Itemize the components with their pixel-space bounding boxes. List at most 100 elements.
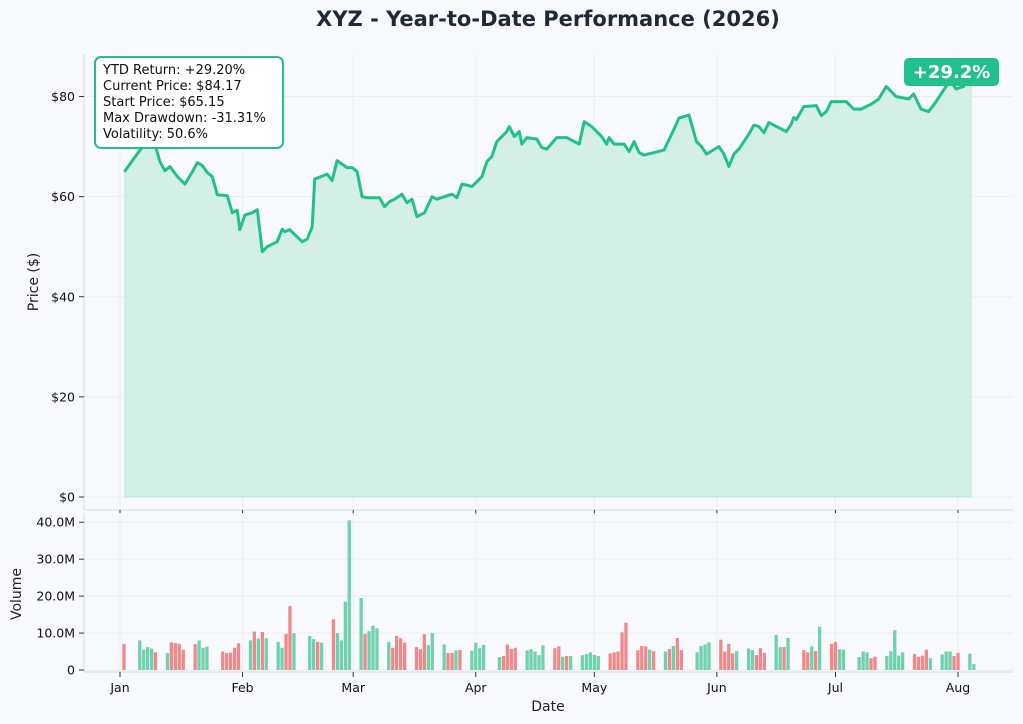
- volume-bar: [442, 644, 446, 670]
- volume-bar: [928, 658, 932, 670]
- volume-x-tick-label: Apr: [465, 680, 487, 695]
- volume-bar: [754, 655, 759, 670]
- volume-bar: [177, 643, 181, 670]
- volume-bar: [367, 631, 371, 670]
- volume-bar: [288, 606, 292, 670]
- stats-box: YTD Return: +29.20% Current Price: $84.1…: [94, 56, 284, 149]
- volume-bar: [861, 651, 865, 670]
- volume-bar: [924, 649, 928, 670]
- volume-bar: [399, 638, 403, 670]
- price-y-tick-label: $80: [51, 89, 75, 104]
- volume-bar: [644, 646, 648, 670]
- volume-bar: [865, 652, 869, 670]
- volume-bar: [205, 646, 209, 670]
- volume-bar: [829, 643, 834, 670]
- volume-bar: [343, 601, 347, 670]
- volume-bar: [458, 650, 462, 670]
- volume-bar: [316, 641, 320, 670]
- volume-bar: [588, 652, 592, 670]
- volume-bar: [529, 649, 533, 670]
- volume-bar: [723, 651, 727, 670]
- volume-bar: [541, 645, 545, 670]
- volume-x-tick-label: Mar: [341, 680, 365, 695]
- volume-bar: [841, 649, 845, 670]
- volume-grid: [84, 513, 1013, 672]
- volume-bar: [912, 654, 917, 670]
- volume-bar: [276, 641, 280, 670]
- volume-bar: [122, 644, 126, 670]
- volume-bar: [774, 634, 778, 670]
- volume-bar: [557, 646, 561, 670]
- volume-bar: [537, 655, 541, 670]
- volume-bar: [450, 653, 454, 670]
- volume-bar: [454, 650, 458, 670]
- volume-y-tick-label: 10.0M: [36, 626, 75, 641]
- volume-bar: [197, 640, 201, 670]
- price-y-tick-label: $20: [51, 389, 75, 404]
- volume-bar: [418, 649, 423, 670]
- volume-bar: [233, 647, 237, 670]
- volume-bar: [553, 648, 557, 670]
- volume-bar: [446, 653, 450, 670]
- volume-bar: [580, 655, 585, 670]
- volume-bar: [201, 647, 205, 670]
- volume-bar: [193, 644, 197, 670]
- volume-bar: [837, 649, 842, 670]
- volume-bar: [869, 658, 873, 670]
- volume-bar: [624, 622, 628, 670]
- volume-bar: [952, 656, 956, 670]
- volume-bar: [885, 656, 889, 670]
- volume-bar: [620, 632, 624, 670]
- volume-bar: [391, 647, 395, 670]
- volume-bar: [648, 649, 652, 670]
- volume-bar: [956, 653, 960, 670]
- volume-panel: 0 10.0M 20.0M 30.0M 40.0M Jan Feb Mar Apr May Jun…: [9, 513, 1013, 715]
- volume-bar: [142, 649, 146, 670]
- volume-x-tick-label: May: [581, 680, 607, 695]
- volume-bar: [426, 645, 430, 670]
- volume-bar: [474, 642, 478, 670]
- volume-bar: [584, 654, 589, 670]
- volume-bar: [719, 639, 723, 670]
- volume-bar: [347, 520, 351, 670]
- volume-bar: [652, 651, 656, 670]
- volume-x-tick-label: Aug: [946, 680, 970, 695]
- price-y-tick-label: $0: [59, 489, 75, 504]
- volume-bar: [280, 647, 284, 670]
- volume-bars: [122, 520, 976, 670]
- volume-bar: [371, 625, 375, 670]
- price-y-axis-label: Price ($): [26, 253, 42, 311]
- volume-bar: [169, 642, 173, 670]
- volume-bar: [225, 653, 229, 670]
- volume-bar: [264, 638, 268, 670]
- volume-bar: [731, 653, 735, 670]
- volume-bar: [916, 656, 921, 670]
- volume-bar: [699, 646, 703, 670]
- volume-bar: [308, 636, 312, 670]
- volume-bar: [339, 640, 343, 670]
- volume-y-tick-label: 20.0M: [36, 589, 75, 604]
- return-badge: +29.2%: [904, 58, 999, 86]
- volume-bar: [375, 628, 379, 670]
- stats-current-price: Current Price: $84.17: [103, 79, 242, 94]
- volume-bar: [968, 653, 972, 670]
- volume-bar: [561, 656, 565, 670]
- volume-bar: [727, 643, 731, 670]
- volume-y-axis-label: Volume: [9, 568, 25, 620]
- volume-bar: [667, 648, 672, 670]
- volume-bar: [778, 647, 782, 670]
- volume-bar: [893, 630, 897, 670]
- volume-bar: [640, 646, 644, 670]
- volume-bar: [671, 646, 675, 670]
- volume-bar: [153, 652, 158, 670]
- price-panel: $0 $20 $40 $60 $80 Price ($) YTD Return: +29…: [26, 54, 1013, 515]
- volume-bar: [181, 649, 185, 670]
- volume-bar: [940, 654, 944, 670]
- volume-bar: [616, 651, 620, 670]
- price-x-ticks: [119, 510, 959, 515]
- volume-bar: [707, 642, 711, 670]
- volume-x-tick-label: Jun: [706, 680, 727, 695]
- volume-bar: [319, 642, 324, 670]
- volume-bar: [403, 642, 407, 670]
